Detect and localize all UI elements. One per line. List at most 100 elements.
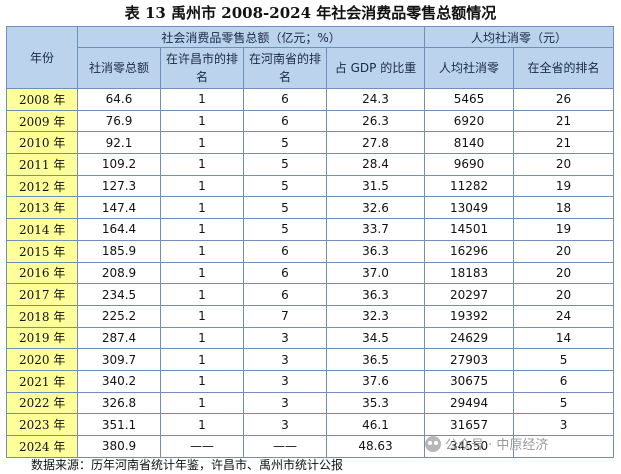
gdp-share-cell: 28.4 — [325, 153, 426, 176]
table-row: 2018 年 225.2 1 7 32.3 19392 24 — [6, 304, 615, 328]
retail-total-cell: 380.9 — [77, 435, 161, 458]
table-row: 2022 年 326.8 1 3 35.3 29494 5 — [6, 391, 615, 415]
rank-henan-cell: 6 — [243, 109, 327, 133]
gdp-share-cell: 35.3 — [325, 391, 426, 415]
header-per-capita: 人均社消零 — [424, 47, 515, 89]
retail-total-cell: 208.9 — [77, 261, 161, 285]
retail-sales-table: 年份 社会消费品零售总额（亿元；%） 人均社消零（元） 社消零总额 在许昌市的排… — [6, 26, 615, 458]
table-row: 2019 年 287.4 1 3 34.5 24629 14 — [6, 326, 615, 350]
table-row: 2011 年 109.2 1 5 28.4 9690 20 — [6, 153, 615, 176]
table-row: 2013 年 147.4 1 5 32.6 13049 18 — [6, 196, 615, 220]
table-row: 2020 年 309.7 1 3 36.5 27903 5 — [6, 348, 615, 371]
gdp-share-cell: 27.8 — [325, 131, 426, 155]
header-gdp-share: 占 GDP 的比重 — [325, 47, 426, 89]
table-row: 2016 年 208.9 1 6 37.0 18183 20 — [6, 261, 615, 285]
retail-total-cell: 351.1 — [77, 413, 161, 436]
rank-xuchang-cell: 1 — [160, 131, 244, 155]
rank-henan-cell: 5 — [243, 153, 327, 176]
retail-total-cell: 225.2 — [77, 304, 161, 328]
per-capita-cell: 11282 — [424, 174, 515, 198]
table-row: 2024 年 380.9 —— —— 48.63 34550 — [6, 435, 615, 458]
year-cell: 2014 年 — [6, 218, 78, 241]
table-row: 2015 年 185.9 1 6 36.3 16296 20 — [6, 239, 615, 263]
year-cell: 2021 年 — [6, 369, 78, 393]
retail-total-cell: 164.4 — [77, 218, 161, 241]
per-capita-cell: 6920 — [424, 109, 515, 133]
per-capita-cell: 30675 — [424, 369, 515, 393]
year-cell: 2015 年 — [6, 239, 78, 263]
per-capita-rank-cell: 20 — [513, 283, 615, 306]
per-capita-rank-cell: 20 — [513, 153, 615, 176]
per-capita-cell: 16296 — [424, 239, 515, 263]
rank-xuchang-cell: 1 — [160, 283, 244, 306]
header-per-capita-rank: 在全省的排名 — [513, 47, 615, 89]
retail-total-cell: 64.6 — [77, 88, 161, 111]
per-capita-cell: 5465 — [424, 88, 515, 111]
rank-xuchang-cell: 1 — [160, 326, 244, 350]
retail-total-cell: 234.5 — [77, 283, 161, 306]
table-body: 2008 年 64.6 1 6 24.3 5465 26 2009 年 76.9 1 6 26.3 69… — [6, 88, 615, 458]
header-group-per-capita: 人均社消零（元） — [424, 26, 615, 48]
per-capita-rank-cell: 20 — [513, 239, 615, 263]
rank-henan-cell: 7 — [243, 304, 327, 328]
rank-xuchang-cell: 1 — [160, 239, 244, 263]
retail-total-cell: 185.9 — [77, 239, 161, 263]
gdp-share-cell: 31.5 — [325, 174, 426, 198]
header-group-retail-total: 社会消费品零售总额（亿元；%） — [76, 26, 426, 48]
gdp-share-cell: 36.3 — [325, 283, 426, 306]
retail-total-cell: 340.2 — [77, 369, 161, 393]
header-year: 年份 — [6, 26, 78, 89]
gdp-share-cell: 32.6 — [325, 196, 426, 220]
rank-henan-cell: 3 — [243, 391, 327, 415]
per-capita-cell: 8140 — [424, 131, 515, 155]
year-cell: 2018 年 — [6, 304, 78, 328]
rank-xuchang-cell: 1 — [160, 196, 244, 220]
per-capita-cell: 18183 — [424, 261, 515, 285]
retail-total-cell: 92.1 — [77, 131, 161, 155]
header-rank-henan: 在河南省的排名 — [243, 47, 327, 89]
per-capita-cell: 13049 — [424, 196, 515, 220]
retail-total-cell: 287.4 — [77, 326, 161, 350]
rank-henan-cell: 3 — [243, 413, 327, 436]
rank-henan-cell: 6 — [243, 239, 327, 263]
year-cell: 2024 年 — [6, 435, 78, 458]
per-capita-rank-cell — [513, 435, 615, 458]
gdp-share-cell: 33.7 — [325, 218, 426, 241]
table-row: 2012 年 127.3 1 5 31.5 11282 19 — [6, 174, 615, 198]
table-row: 2021 年 340.2 1 3 37.6 30675 6 — [6, 369, 615, 393]
year-cell: 2011 年 — [6, 153, 78, 176]
table-row: 2009 年 76.9 1 6 26.3 6920 21 — [6, 109, 615, 133]
table-row: 2017 年 234.5 1 6 36.3 20297 20 — [6, 283, 615, 306]
year-cell: 2008 年 — [6, 88, 78, 111]
year-cell: 2020 年 — [6, 348, 78, 371]
data-source-note: 数据来源：历年河南省统计年鉴，许昌市、禹州市统计公报 — [31, 458, 344, 472]
rank-henan-cell: 3 — [243, 369, 327, 393]
per-capita-rank-cell: 24 — [513, 304, 615, 328]
rank-henan-cell: 6 — [243, 283, 327, 306]
per-capita-cell: 29494 — [424, 391, 515, 415]
rank-henan-cell: 6 — [243, 88, 327, 111]
retail-total-cell: 109.2 — [77, 153, 161, 176]
year-cell: 2009 年 — [6, 109, 78, 133]
per-capita-cell: 14501 — [424, 218, 515, 241]
per-capita-cell: 20297 — [424, 283, 515, 306]
rank-xuchang-cell: 1 — [160, 153, 244, 176]
rank-henan-cell: 5 — [243, 196, 327, 220]
rank-xuchang-cell: 1 — [160, 174, 244, 198]
per-capita-rank-cell: 5 — [513, 348, 615, 371]
per-capita-rank-cell: 19 — [513, 218, 615, 241]
rank-xuchang-cell: 1 — [160, 413, 244, 436]
year-cell: 2016 年 — [6, 261, 78, 285]
table-row: 2008 年 64.6 1 6 24.3 5465 26 — [6, 88, 615, 111]
per-capita-rank-cell: 18 — [513, 196, 615, 220]
retail-total-cell: 76.9 — [77, 109, 161, 133]
per-capita-rank-cell: 21 — [513, 109, 615, 133]
year-cell: 2023 年 — [6, 413, 78, 436]
year-cell: 2017 年 — [6, 283, 78, 306]
retail-total-cell: 127.3 — [77, 174, 161, 198]
per-capita-rank-cell: 21 — [513, 131, 615, 155]
year-cell: 2012 年 — [6, 174, 78, 198]
per-capita-rank-cell: 20 — [513, 261, 615, 285]
year-cell: 2013 年 — [6, 196, 78, 220]
per-capita-cell: 27903 — [424, 348, 515, 371]
